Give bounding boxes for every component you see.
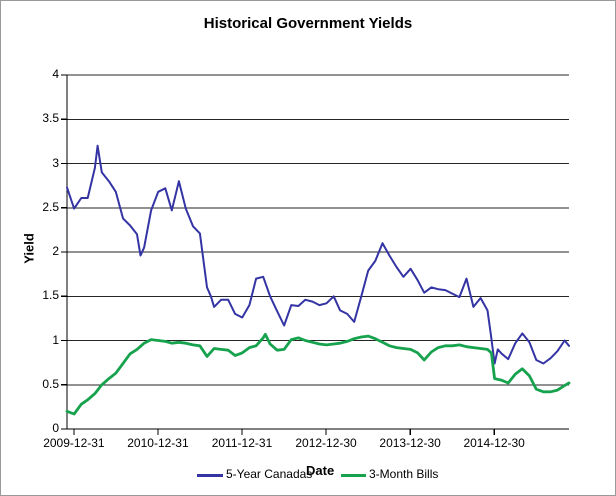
x-tick-label-2011-12-31: 2011-12-31 (211, 436, 273, 450)
y-tick-label-2.5: 2.5 (42, 199, 59, 214)
chart-title: Historical Government Yields (203, 15, 413, 32)
series-line-5-year-canadas (66, 144, 570, 365)
x-axis-title: Date (306, 463, 335, 478)
x-tick-label-2012-12-30: 2012-12-30 (295, 436, 357, 450)
y-tick-label-1.5: 1.5 (42, 288, 59, 303)
y-tick-label-1: 1 (52, 332, 59, 347)
x-tick-label-2010-12-31: 2010-12-31 (127, 436, 189, 450)
series-line-3-month-bills (65, 332, 571, 416)
x-tick-label-2009-12-31: 2009-12-31 (43, 436, 105, 450)
x-tick-label-2013-12-30: 2013-12-30 (379, 436, 441, 450)
legend-label-3-month-bills: 3-Month Bills (369, 467, 439, 481)
legend-line-5-year-canadas (197, 474, 223, 477)
y-tick-label-4: 4 (52, 67, 59, 81)
y-tick-label-2: 2 (52, 244, 59, 258)
x-tick-label-2014-12-30: 2014-12-30 (463, 436, 525, 450)
y-tick-label-0.5: 0.5 (42, 376, 59, 391)
legend-label-5-year-canadas: 5-Year Canadas (226, 467, 313, 481)
y-tick-label-0: 0 (52, 421, 59, 435)
legend-line-3-month-bills (341, 474, 366, 477)
y-tick-label-3: 3 (52, 155, 59, 170)
y-tick-label-3.5: 3.5 (42, 111, 59, 126)
